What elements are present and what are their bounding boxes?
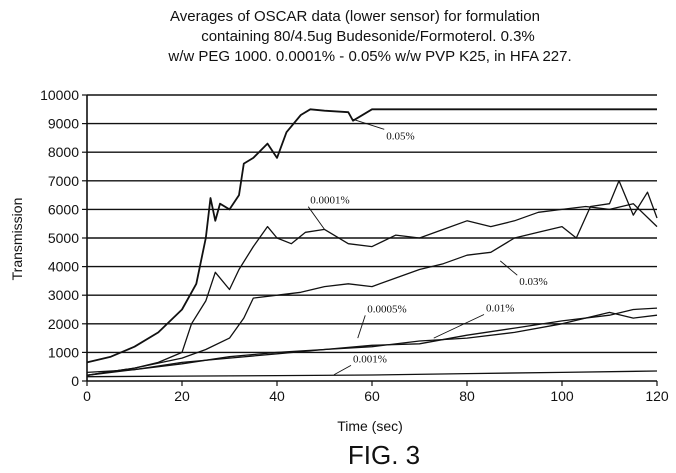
figure-caption: FIG. 3 (348, 440, 420, 470)
annotation-leader-0 (353, 119, 384, 129)
x-tick-label-80: 80 (459, 388, 475, 404)
annotation-leader-2 (500, 261, 517, 275)
title-line-1: Averages of OSCAR data (lower sensor) fo… (170, 8, 540, 25)
series-line-0-0001- (87, 204, 657, 376)
chart-title: Averages of OSCAR data (lower sensor) fo… (167, 8, 571, 65)
x-tick-label-40: 40 (269, 388, 285, 404)
x-tick-label-60: 60 (364, 388, 380, 404)
x-tick-label-120: 120 (645, 388, 669, 404)
annotation-leader-5 (334, 365, 351, 374)
x-axis-label: Time (sec) (337, 418, 403, 434)
y-tick-label-10000: 10000 (40, 87, 79, 103)
y-tick-label-9000: 9000 (48, 116, 79, 132)
x-tick-label-100: 100 (550, 388, 574, 404)
annotation-leader-3 (358, 315, 366, 338)
y-tick-label-6000: 6000 (48, 201, 79, 217)
y-tick-label-3000: 3000 (48, 287, 79, 303)
annotation-label-5: 0.001% (353, 353, 387, 365)
annotation-label-1: 0.0001% (310, 195, 349, 207)
title-line-3: w/w PEG 1000. 0.0001% - 0.05% w/w PVP K2… (167, 48, 571, 65)
title-line-2: containing 80/4.5ug Budesonide/Formotero… (201, 28, 535, 45)
annotation-label-2: 0.03% (519, 276, 547, 288)
y-tick-label-0: 0 (71, 373, 79, 389)
y-tick-label-2000: 2000 (48, 316, 79, 332)
y-tick-label-4000: 4000 (48, 259, 79, 275)
series-line-0-001- (87, 371, 657, 377)
annotation-label-3: 0.0005% (367, 303, 406, 315)
annotation-label-0: 0.05% (386, 130, 414, 142)
y-tick-label-7000: 7000 (48, 173, 79, 189)
x-tick-label-20: 20 (174, 388, 190, 404)
plot-area: 0100020003000400050006000700080009000100… (40, 87, 669, 404)
y-tick-label-1000: 1000 (48, 344, 79, 360)
annotation-leader-4 (434, 315, 484, 339)
annotation-label-4: 0.01% (486, 303, 514, 315)
y-tick-label-5000: 5000 (48, 230, 79, 246)
y-axis-label: Transmission (9, 198, 25, 281)
y-tick-label-8000: 8000 (48, 144, 79, 160)
x-tick-label-0: 0 (83, 388, 91, 404)
